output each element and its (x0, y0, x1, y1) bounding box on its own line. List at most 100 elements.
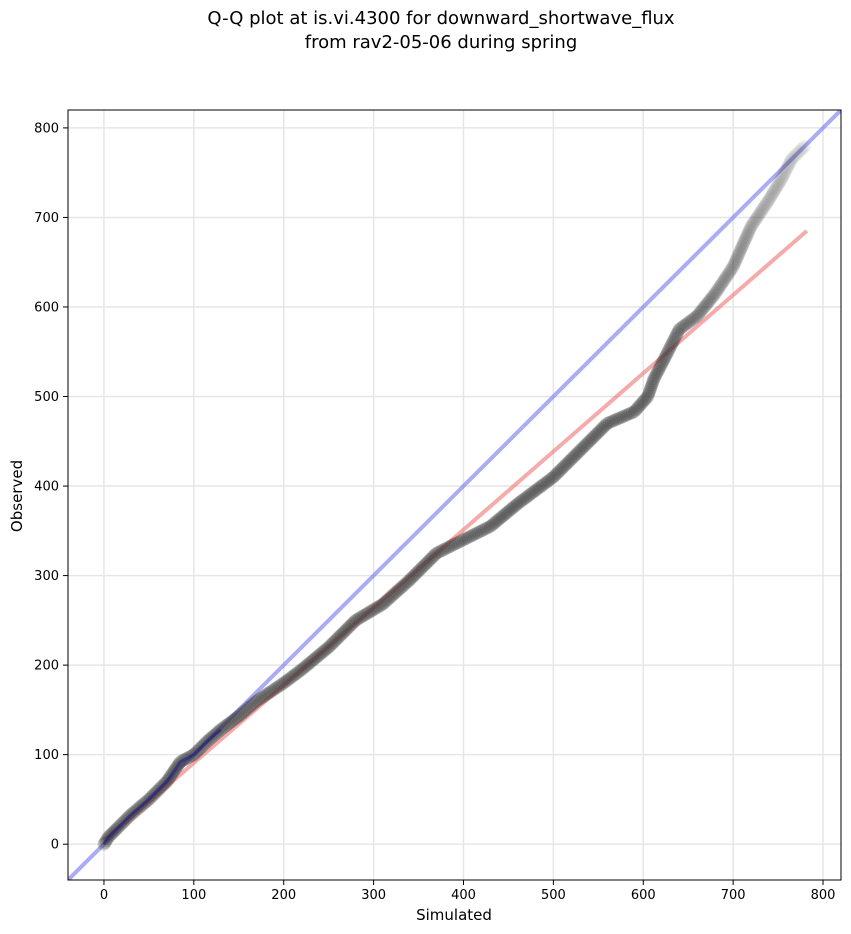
data-point-159 (366, 603, 380, 617)
data-point-221 (479, 521, 493, 535)
data-point-426 (771, 178, 785, 192)
data-point-333 (658, 351, 672, 365)
data-point-192 (422, 554, 436, 568)
data-point-264 (554, 462, 568, 476)
data-point-201 (438, 542, 452, 556)
data-point-249 (528, 484, 542, 498)
data-point-354 (685, 313, 699, 327)
data-point-96 (256, 690, 270, 704)
data-point-91 (246, 697, 260, 711)
data-point-288 (592, 424, 606, 438)
grid-lines (68, 110, 841, 880)
data-point-306 (627, 405, 641, 419)
data-point-281 (581, 435, 595, 449)
data-point-309 (632, 400, 646, 414)
data-point-95 (254, 691, 268, 705)
data-point-314 (639, 391, 653, 405)
data-point-137 (328, 634, 342, 648)
data-point-308 (630, 401, 644, 415)
data-point-190 (418, 557, 432, 571)
data-point-103 (269, 681, 283, 695)
x-tick-label-7: 700 (721, 888, 746, 903)
data-point-90 (244, 698, 258, 712)
data-point-432 (778, 166, 792, 180)
data-point-230 (495, 510, 509, 524)
data-point-360 (694, 304, 708, 318)
data-point-78 (223, 716, 237, 730)
data-point-138 (330, 632, 344, 646)
data-point-413 (756, 202, 770, 216)
data-point-100 (263, 685, 277, 699)
data-point-319 (644, 381, 658, 395)
data-point-114 (289, 667, 303, 681)
data-point-79 (225, 715, 239, 729)
data-point-272 (567, 450, 581, 464)
data-point-286 (589, 427, 603, 441)
data-point-304 (623, 407, 637, 421)
data-point-239 (510, 497, 524, 511)
data-point-248 (527, 485, 541, 499)
data-point-244 (519, 490, 533, 504)
data-point-443 (791, 146, 805, 160)
data-point-392 (733, 244, 747, 258)
data-point-374 (713, 279, 727, 293)
data-point-440 (786, 151, 800, 165)
data-point-225 (487, 517, 501, 531)
data-point-384 (726, 260, 740, 274)
data-point-220 (477, 522, 491, 536)
data-point-80 (226, 713, 240, 727)
data-point-271 (565, 451, 579, 465)
data-point-425 (770, 179, 784, 193)
data-point-151 (351, 612, 365, 626)
data-point-76 (219, 719, 233, 733)
data-point-347 (672, 322, 686, 336)
data-point-258 (545, 471, 559, 485)
data-point-134 (323, 639, 337, 653)
data-point-429 (774, 172, 788, 186)
data-point-373 (712, 281, 726, 295)
data-point-167 (381, 593, 395, 607)
data-point-173 (391, 584, 405, 598)
data-point-198 (432, 545, 446, 559)
data-point-409 (751, 210, 765, 224)
data-point-161 (370, 601, 384, 615)
data-point-273 (569, 448, 583, 462)
x-tick-label-2: 200 (271, 888, 296, 903)
data-point-129 (315, 646, 329, 660)
data-point-424 (769, 181, 783, 195)
data-point-120 (300, 658, 314, 672)
data-point-84 (234, 708, 248, 722)
data-point-290 (596, 421, 610, 435)
data-point-191 (420, 556, 434, 570)
data-point-250 (530, 482, 544, 496)
data-point-343 (668, 331, 682, 345)
data-point-215 (467, 528, 481, 542)
data-point-313 (638, 393, 652, 407)
data-point-246 (523, 488, 537, 502)
data-point-300 (615, 410, 629, 424)
data-point-238 (509, 498, 523, 512)
data-point-353 (683, 314, 697, 328)
data-point-436 (782, 158, 796, 172)
data-point-197 (430, 546, 444, 560)
data-point-289 (594, 423, 608, 437)
data-point-382 (724, 264, 738, 278)
data-point-81 (228, 712, 242, 726)
data-point-321 (645, 376, 659, 390)
data-point-293 (600, 416, 614, 430)
data-point-176 (396, 579, 410, 593)
data-point-337 (662, 343, 676, 357)
data-point-209 (454, 534, 468, 548)
data-point-330 (654, 357, 668, 371)
plot-area (68, 110, 841, 880)
data-point-237 (507, 500, 521, 514)
data-point-355 (687, 312, 701, 326)
data-point-146 (342, 620, 356, 634)
data-point-327 (651, 363, 665, 377)
data-point-447 (798, 139, 812, 153)
data-point-247 (525, 486, 539, 500)
data-point-359 (693, 305, 707, 319)
data-point-140 (333, 629, 347, 643)
data-point-193 (423, 553, 437, 567)
data-point-396 (737, 236, 751, 250)
